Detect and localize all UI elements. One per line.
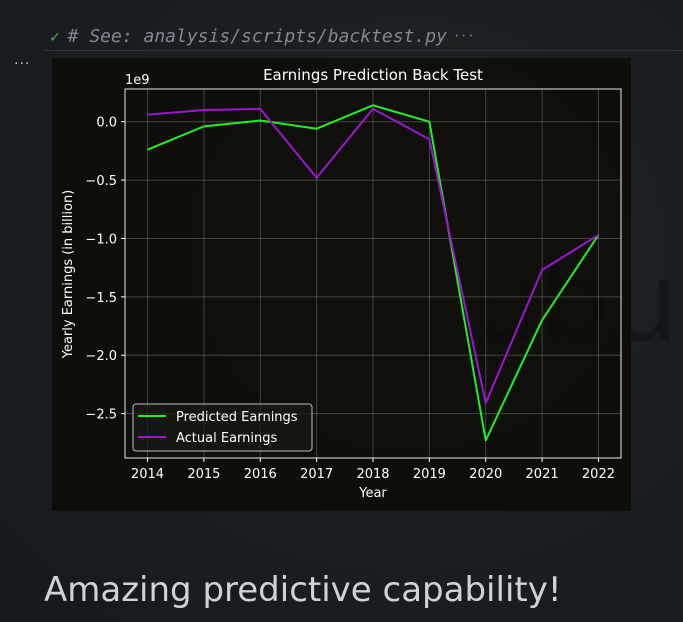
series-layer xyxy=(147,104,600,442)
x-tick-label: 2022 xyxy=(582,467,615,482)
legend-label-predicted: Predicted Earnings xyxy=(176,410,298,425)
chart-svg: 2014 2015 2016 2017 2018 2019 2020 2021 2022 0.0 −… xyxy=(61,66,622,501)
x-tick-label: 2018 xyxy=(356,467,389,482)
x-tick-label: 2021 xyxy=(526,467,559,482)
cell-comment: # See: analysis/scripts/backtest.py xyxy=(67,25,447,47)
y-axis-label: Yearly Earnings (in billion) xyxy=(61,190,76,360)
x-tick-label: 2016 xyxy=(244,467,277,482)
x-tick-label: 2015 xyxy=(187,467,220,482)
legend-box xyxy=(132,403,313,452)
cell-menu-icon[interactable]: ··· xyxy=(14,56,31,72)
code-cell-header[interactable]: ✓ # See: analysis/scripts/backtest.py ··… xyxy=(44,22,683,51)
y-tick-label: −1.5 xyxy=(85,291,117,306)
markdown-output-text: Amazing predictive capability! xyxy=(44,570,562,610)
chart-title: Earnings Prediction Back Test xyxy=(263,66,483,84)
series-line-predicted xyxy=(147,104,600,442)
series-line-actual xyxy=(147,107,599,405)
y-tick-label: −2.0 xyxy=(85,349,117,364)
x-tick-label: 2017 xyxy=(300,467,333,482)
y-tick-label: −0.5 xyxy=(85,174,117,189)
ellipsis-icon[interactable]: ··· xyxy=(452,29,475,43)
y-tick-label: 0.0 xyxy=(96,116,117,131)
legend-label-actual: Actual Earnings xyxy=(176,431,277,446)
chart-figure: 2014 2015 2016 2017 2018 2019 2020 2021 2022 0.0 −… xyxy=(52,58,631,511)
tick-layer: 2014 2015 2016 2017 2018 2019 2020 2021 2022 0.0 −… xyxy=(85,116,615,482)
grid-layer xyxy=(125,89,621,458)
check-icon: ✓ xyxy=(50,26,60,46)
x-tick-label: 2019 xyxy=(413,467,446,482)
y-tick-label: −1.0 xyxy=(85,232,117,247)
x-axis-label: Year xyxy=(358,486,387,501)
y-tick-label: −2.5 xyxy=(85,408,117,423)
x-tick-label: 2020 xyxy=(469,467,502,482)
y-offset-label: 1e9 xyxy=(125,73,150,88)
x-tick-label: 2014 xyxy=(131,467,164,482)
chart-legend: Predicted Earnings Actual Earnings xyxy=(132,403,313,452)
